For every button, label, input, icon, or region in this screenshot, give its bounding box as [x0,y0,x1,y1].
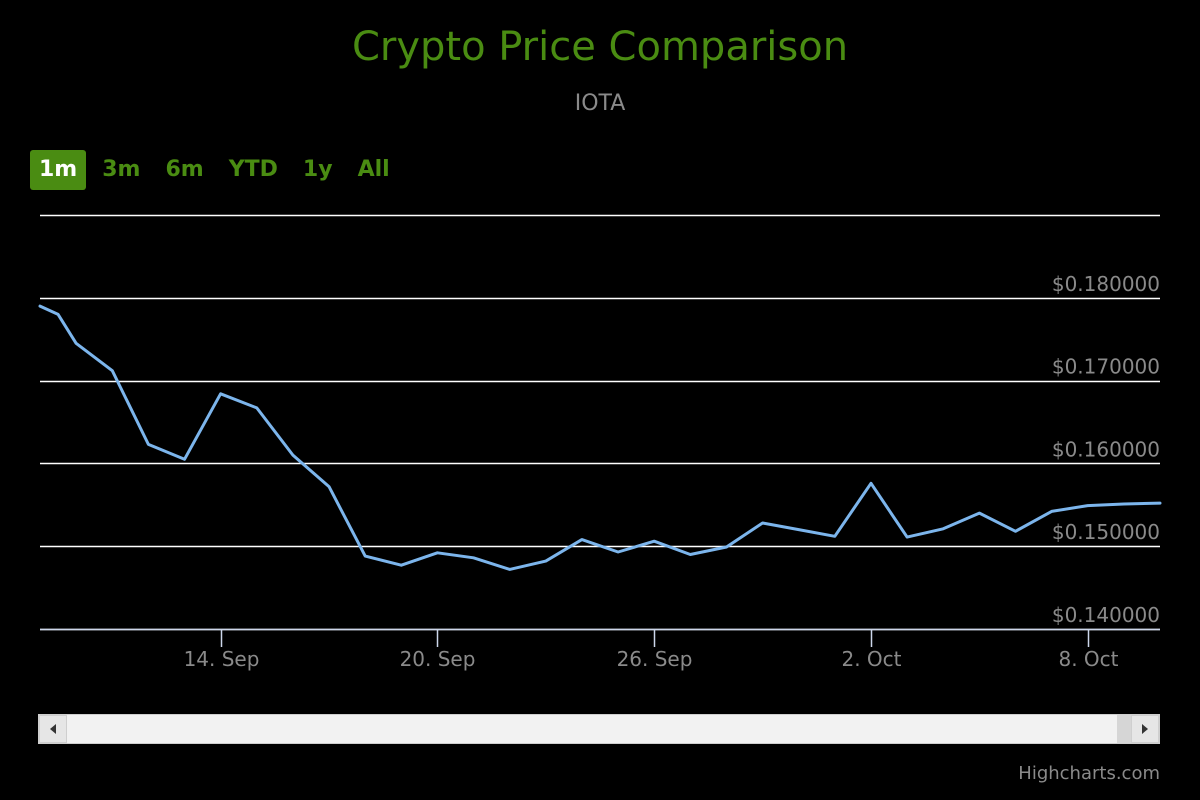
navigator-scrollbar[interactable] [38,714,1160,744]
range-button-6m[interactable]: 6m [165,157,204,182]
x-axis-tick-label: 2. Oct [841,647,901,671]
y-axis-tick-label: $0.140000 [1052,603,1160,627]
y-axis-tick-label: $0.150000 [1052,520,1160,544]
arrow-left-icon [50,724,56,734]
scrollbar-handle[interactable] [1117,715,1131,743]
y-axis-tick-label: $0.180000 [1052,272,1160,296]
arrow-right-icon [1142,724,1148,734]
range-button-1y[interactable]: 1y [302,157,333,182]
x-axis-tick-label: 26. Sep [617,647,693,671]
range-button-3m[interactable]: 3m [102,157,141,182]
chart-title: Crypto Price Comparison [351,24,849,70]
scroll-right-button[interactable] [1131,715,1159,743]
range-button-ytd[interactable]: YTD [228,157,278,182]
range-selector: 1m 3m 6m YTD 1y All [30,150,406,190]
chart-subtitle: IOTA [574,91,626,116]
range-button-all[interactable]: All [357,157,390,182]
x-axis-tick-label: 14. Sep [184,647,260,671]
scroll-left-button[interactable] [39,715,67,743]
iota-price-line [38,304,1162,571]
x-axis-tick-label: 20. Sep [400,647,476,671]
x-axis-tick-label: 8. Oct [1058,647,1118,671]
y-axis-tick-label: $0.170000 [1052,355,1160,379]
y-axis-tick-label: $0.160000 [1052,437,1160,461]
range-button-1m[interactable]: 1m [30,150,87,190]
credits-link[interactable]: Highcharts.com [1018,763,1160,784]
